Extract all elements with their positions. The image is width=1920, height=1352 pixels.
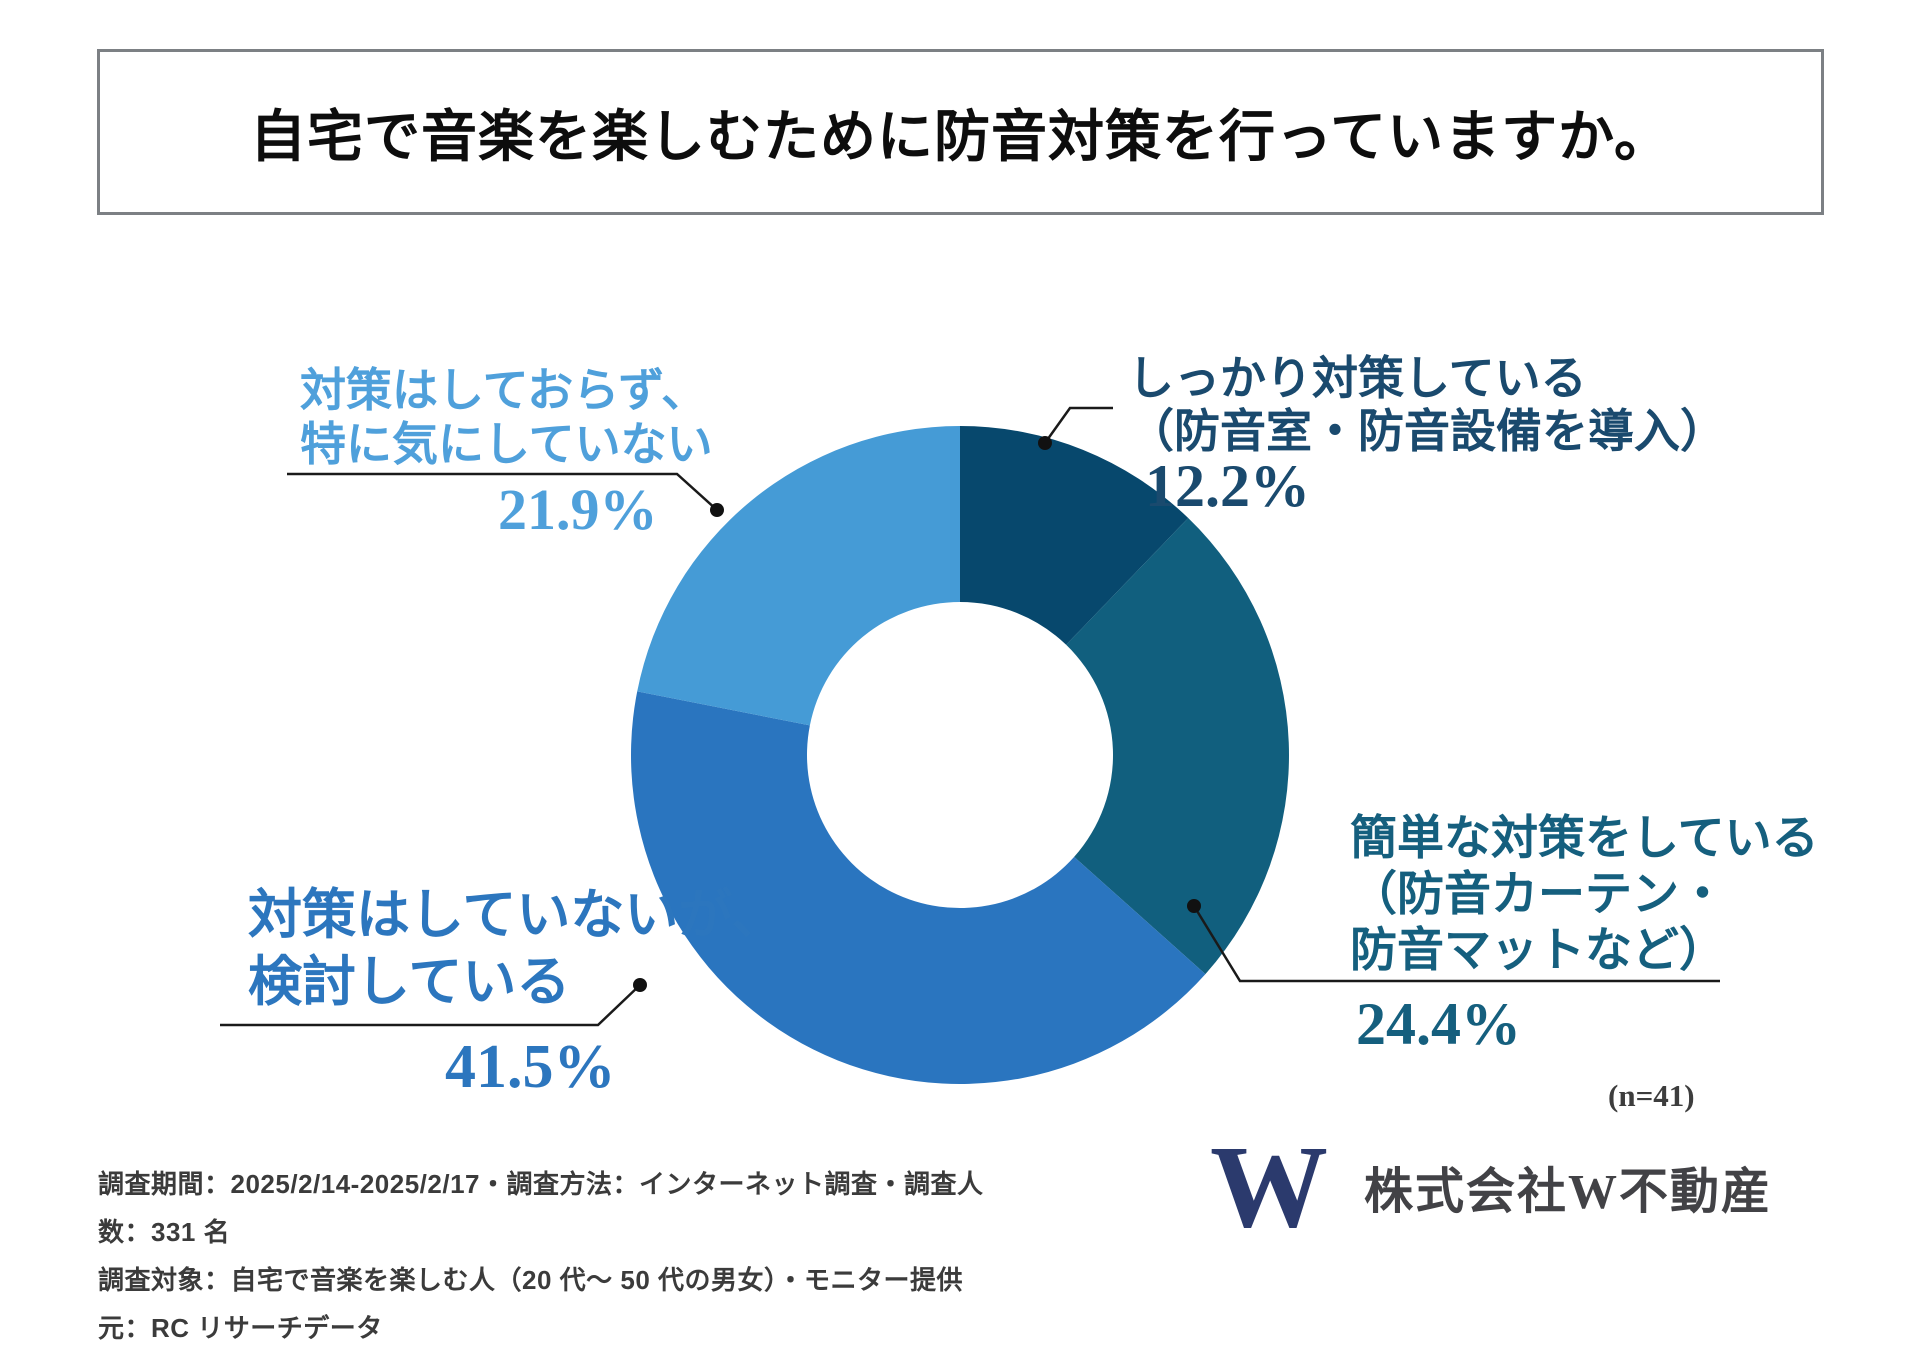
company-logo-w-icon: W (1210, 1121, 1328, 1252)
segment-label-full-measures: しっかり対策している （防音室・防音設備を導入） (1128, 352, 1726, 459)
leader-dot-segment-3 (710, 503, 724, 517)
donut-chart (630, 426, 1289, 1084)
label-line: （防音カーテン・ (1350, 868, 1726, 921)
survey-note-line2: 調査対象：自宅で音楽を楽しむ人（20 代～ 50 代の男女）・モニター提供元：R… (98, 1265, 964, 1344)
label-line: 特に気にしていない (300, 419, 713, 471)
leader-dot-segment-1 (1187, 899, 1201, 913)
segment-label-simple-measures: 簡単な対策をしている （防音カーテン・ 防音マットなど） (1350, 812, 1819, 980)
leader-line-segment-3 (287, 472, 718, 511)
segment-pct-full-measures: 12.2% (1145, 453, 1310, 519)
label-line: しっかり対策している (1128, 353, 1587, 404)
donut-segment-2 (630, 691, 1206, 1084)
survey-notes: 調査期間：2025/2/14-2025/2/17・調査方法：インターネット調査・… (98, 1160, 998, 1352)
label-line: 防音マットなど） (1350, 924, 1726, 977)
label-line: 検討している (248, 951, 571, 1012)
segment-pct-simple-measures: 24.4% (1356, 991, 1521, 1057)
title-box: 自宅で音楽を楽しむために防音対策を行っていますか。 (97, 49, 1824, 215)
company-branding: W 株式会社W不動産 (1210, 1128, 1772, 1246)
page-title: 自宅で音楽を楽しむために防音対策を行っていますか。 (249, 106, 1672, 169)
segment-label-considering: 対策はしていないが、 検討している (248, 882, 785, 1016)
leader-line-segment-1 (1192, 905, 1720, 983)
leader-line-segment-0 (1043, 406, 1113, 444)
segment-pct-no-measures: 21.9% (498, 477, 658, 542)
donut-segment-3 (637, 426, 960, 726)
label-line: 対策はしていないが、 (248, 885, 786, 945)
label-line: 簡単な対策をしている (1350, 813, 1819, 865)
segment-label-no-measures: 対策はしておらず、 特に気にしていない (300, 364, 713, 473)
label-line: 対策はしておらず、 (300, 365, 708, 416)
leader-dot-segment-2 (633, 978, 647, 992)
company-name: 株式会社W不動産 (1364, 1163, 1773, 1219)
donut-segment-1 (1066, 518, 1289, 975)
donut-segment-0 (960, 426, 1189, 645)
segment-pct-considering: 41.5% (445, 1033, 616, 1101)
leader-line-segment-2 (220, 984, 641, 1027)
label-line: （防音室・防音設備を導入） (1128, 406, 1726, 458)
sample-size-label: (n=41) (1608, 1078, 1695, 1113)
donut-chart-canvas (220, 406, 1720, 1084)
leader-dot-segment-0 (1038, 436, 1052, 450)
survey-note-line1: 調査期間：2025/2/14-2025/2/17・調査方法：インターネット調査・… (98, 1169, 984, 1248)
